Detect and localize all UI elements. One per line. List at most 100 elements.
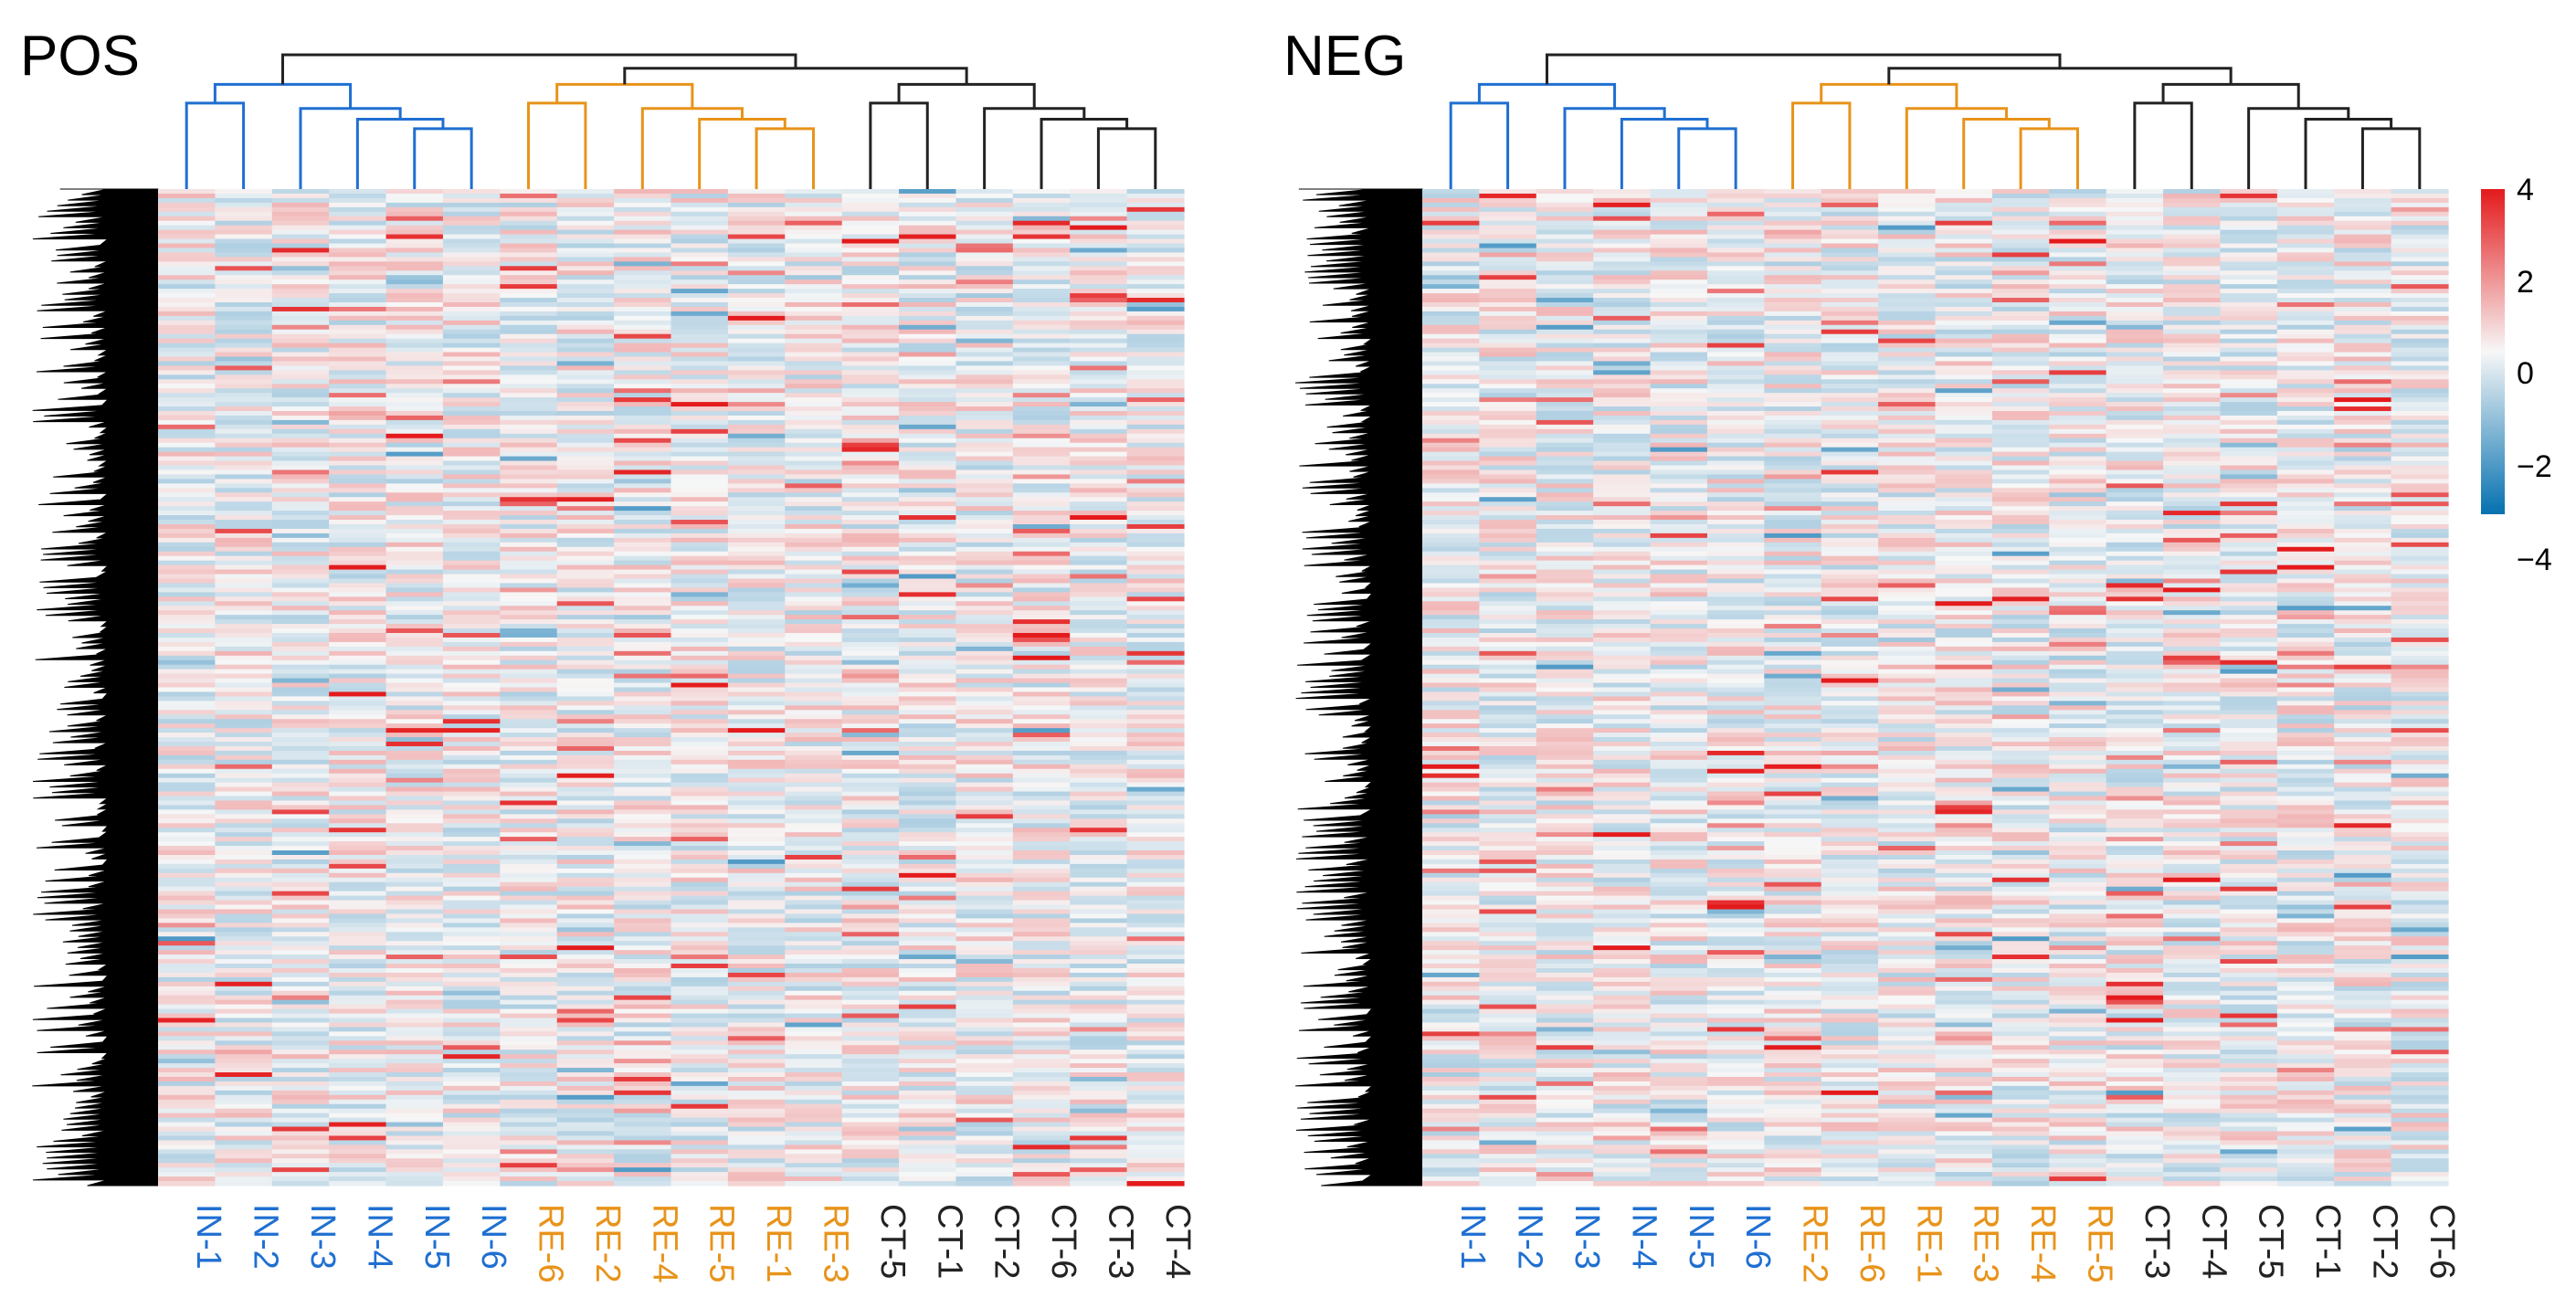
heatmap-cell (500, 641, 558, 648)
heatmap-cell (442, 1158, 501, 1164)
heatmap-cell (727, 1094, 786, 1101)
heatmap-cell (841, 411, 900, 417)
heatmap-cell (1070, 659, 1128, 666)
heatmap-cell (500, 1040, 558, 1046)
heatmap-cell (1479, 742, 1537, 747)
heatmap-cell (556, 624, 615, 629)
heatmap-cell (1536, 923, 1594, 928)
heatmap-cell (1012, 542, 1071, 548)
heatmap-cell (614, 483, 672, 489)
heatmap-cell (1012, 238, 1071, 245)
heatmap-cell (727, 972, 786, 978)
heatmap-cell (899, 918, 957, 923)
heatmap-cell (1422, 964, 1480, 969)
heatmap-cell (442, 289, 501, 294)
heatmap-cell (1012, 1059, 1071, 1064)
heatmap-cell (556, 837, 615, 842)
heatmap-cell (556, 615, 615, 620)
heatmap-cell (215, 270, 273, 276)
heatmap-cell (1126, 1013, 1185, 1019)
heatmap-cell (1479, 1063, 1537, 1069)
heatmap-cell (785, 972, 843, 978)
heatmap-cell (1070, 828, 1128, 833)
heatmap-cell (1479, 632, 1537, 638)
heatmap-cell (1126, 841, 1185, 847)
heatmap-cell (442, 465, 501, 471)
heatmap-cell (271, 809, 330, 815)
heatmap-cell (329, 854, 387, 860)
heatmap-cell (1536, 456, 1594, 462)
heatmap-cell (614, 234, 672, 240)
heatmap-cell (271, 637, 330, 643)
heatmap-cell (1536, 596, 1594, 602)
heatmap-cell (215, 891, 273, 897)
heatmap-cell (1593, 773, 1652, 779)
heatmap-cell (556, 206, 615, 213)
heatmap-cell (1126, 805, 1185, 810)
heatmap-cell (500, 959, 558, 965)
heatmap-cell (785, 837, 843, 842)
heatmap-cell (1422, 370, 1480, 375)
heatmap-cell (500, 324, 558, 331)
heatmap-cell (556, 655, 615, 661)
heatmap-cell (500, 682, 558, 689)
heatmap-cell (158, 837, 216, 842)
heatmap-cell (785, 397, 843, 403)
heatmap-cell (1479, 515, 1537, 521)
heatmap-cell (215, 1172, 273, 1177)
heatmap-cell (1070, 955, 1128, 960)
heatmap-cell (1422, 402, 1480, 407)
heatmap-cell (1650, 488, 1708, 493)
heatmap-cell (1012, 1063, 1071, 1069)
heatmap-cell (955, 786, 1014, 793)
heatmap-cell (329, 773, 387, 779)
heatmap-cell (1126, 1068, 1185, 1073)
heatmap-cell (1126, 352, 1185, 358)
heatmap-cell (1479, 972, 1537, 978)
heatmap-cell (670, 333, 729, 340)
heatmap-cell (841, 854, 900, 860)
heatmap-cell (1126, 424, 1185, 430)
heatmap-cell (442, 900, 501, 906)
heatmap-cell (841, 673, 900, 680)
heatmap-cell (1593, 569, 1652, 575)
heatmap-cell (271, 587, 330, 593)
heatmap-cell (1422, 981, 1480, 987)
heatmap-cell (1650, 225, 1708, 231)
heatmap-cell (158, 1004, 216, 1010)
heatmap-cell (556, 955, 615, 960)
heatmap-cell (158, 664, 216, 670)
heatmap-cell (385, 252, 444, 258)
heatmap-cell (841, 280, 900, 285)
heatmap-cell (1012, 759, 1071, 765)
heatmap-cell (899, 615, 957, 620)
heatmap-cell (899, 1176, 957, 1182)
heatmap-cell (158, 275, 216, 280)
heatmap-cell (841, 289, 900, 294)
heatmap-cell (955, 687, 1014, 693)
heatmap-cell (158, 809, 216, 815)
heatmap-cell (955, 1022, 1014, 1028)
heatmap-cell (271, 673, 330, 680)
heatmap-cell (841, 669, 900, 675)
heatmap-cell (1070, 411, 1128, 417)
heatmap-cell (1070, 805, 1128, 810)
heatmap-cell (1070, 497, 1128, 502)
heatmap-cell (899, 710, 957, 715)
heatmap-cell (1012, 275, 1071, 280)
heatmap-cell (385, 1059, 444, 1064)
heatmap-cell (785, 1090, 843, 1096)
heatmap-cell (500, 687, 558, 693)
heatmap-cell (1593, 361, 1652, 367)
heatmap-cell (955, 497, 1014, 502)
heatmap-cell (329, 306, 387, 312)
heatmap-cell (614, 1167, 672, 1173)
heatmap-cell (841, 1113, 900, 1119)
heatmap-cell (271, 1004, 330, 1010)
heatmap-cell (899, 352, 957, 358)
heatmap-cell (1126, 818, 1185, 824)
heatmap-cell (1479, 1022, 1537, 1028)
heatmap-cell (385, 832, 444, 838)
heatmap-cell (442, 1163, 501, 1168)
heatmap-cell (841, 1167, 900, 1173)
